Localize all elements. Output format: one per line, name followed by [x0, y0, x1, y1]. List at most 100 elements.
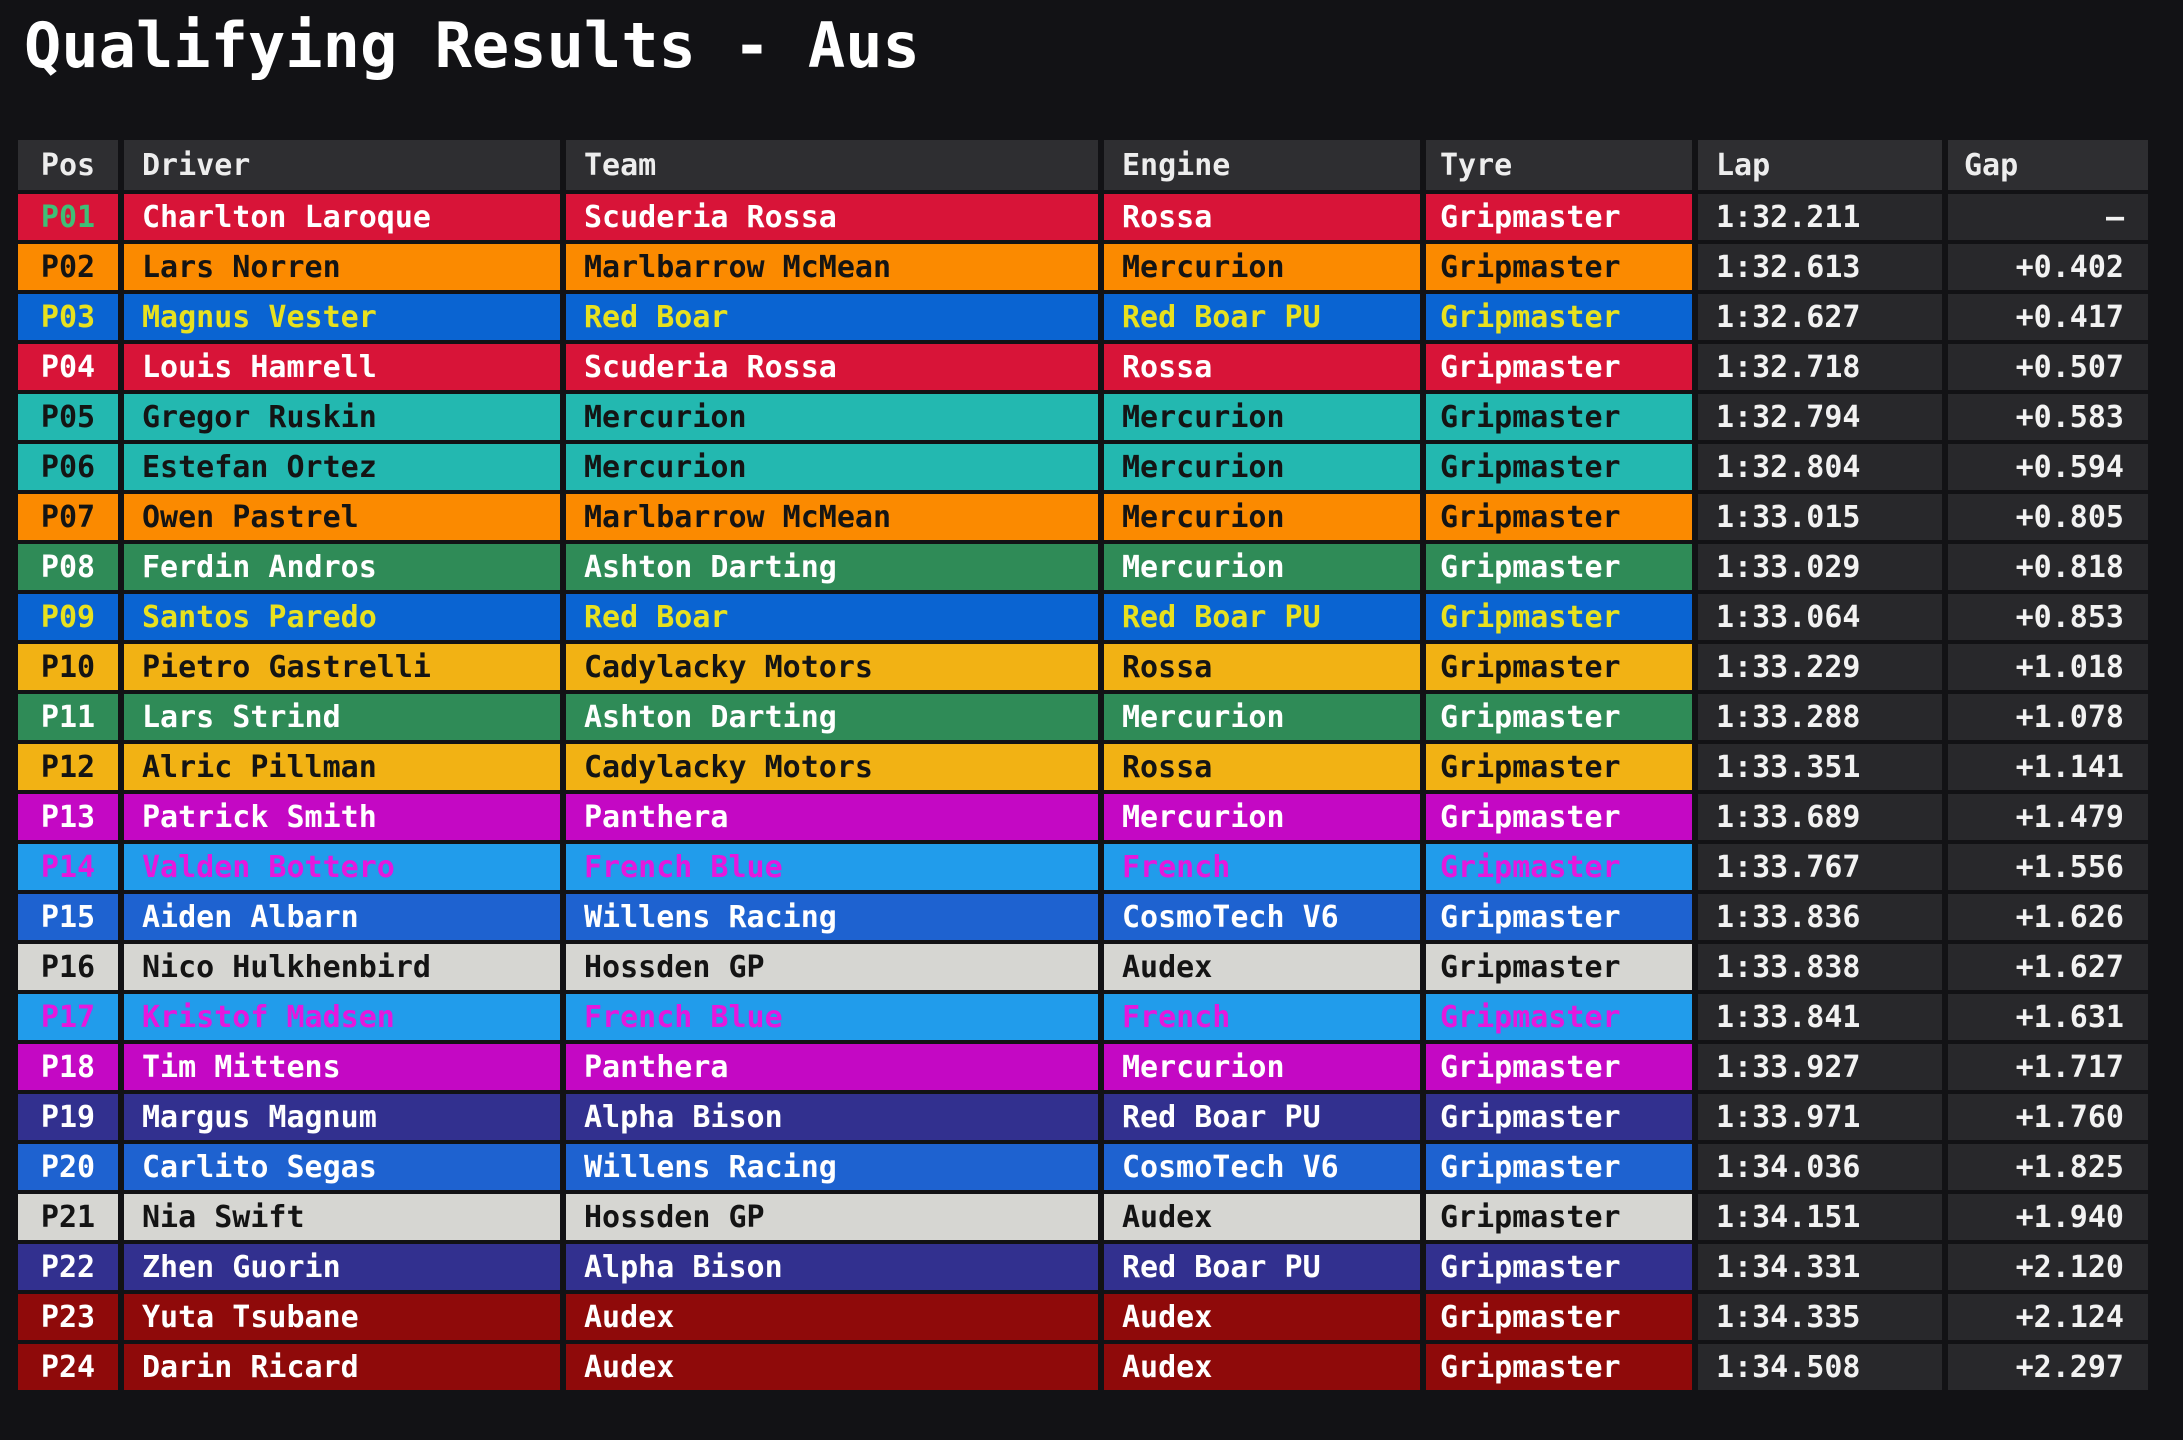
- team-cell: Marlbarrow McMean: [566, 494, 1098, 540]
- tyre-cell: Gripmaster: [1426, 744, 1692, 790]
- engine-cell: Red Boar PU: [1104, 594, 1420, 640]
- engine-cell: Audex: [1104, 1294, 1420, 1340]
- page-title: Qualifying Results - Aus: [24, 9, 920, 82]
- lap-cell: 1:33.838: [1698, 944, 1942, 990]
- engine-cell: Red Boar PU: [1104, 294, 1420, 340]
- engine-cell: Audex: [1104, 944, 1420, 990]
- tyre-cell: Gripmaster: [1426, 1094, 1692, 1140]
- engine-cell: Rossa: [1104, 194, 1420, 240]
- pos-cell: P20: [18, 1144, 118, 1190]
- table-header-row: Pos Driver Team Engine Tyre Lap Gap: [18, 140, 2148, 190]
- driver-cell: Pietro Gastrelli: [124, 644, 560, 690]
- team-cell: Mercurion: [566, 394, 1098, 440]
- pos-cell: P09: [18, 594, 118, 640]
- engine-cell: French: [1104, 844, 1420, 890]
- gap-cell: +1.627: [1948, 944, 2148, 990]
- driver-cell: Ferdin Andros: [124, 544, 560, 590]
- driver-cell: Santos Paredo: [124, 594, 560, 640]
- driver-cell: Louis Hamrell: [124, 344, 560, 390]
- pos-cell: P24: [18, 1344, 118, 1390]
- tyre-cell: Gripmaster: [1426, 994, 1692, 1040]
- team-cell: Hossden GP: [566, 944, 1098, 990]
- driver-cell: Valden Bottero: [124, 844, 560, 890]
- driver-cell: Magnus Vester: [124, 294, 560, 340]
- gap-cell: +0.818: [1948, 544, 2148, 590]
- tyre-cell: Gripmaster: [1426, 1344, 1692, 1390]
- tyre-cell: Gripmaster: [1426, 1294, 1692, 1340]
- lap-cell: 1:33.836: [1698, 894, 1942, 940]
- tyre-cell: Gripmaster: [1426, 794, 1692, 840]
- pos-cell: P19: [18, 1094, 118, 1140]
- tyre-cell: Gripmaster: [1426, 1144, 1692, 1190]
- pos-cell: P02: [18, 244, 118, 290]
- engine-cell: French: [1104, 994, 1420, 1040]
- tyre-cell: Gripmaster: [1426, 194, 1692, 240]
- lap-cell: 1:33.229: [1698, 644, 1942, 690]
- table-row: P06 Estefan Ortez Mercurion Mercurion Gripma…: [18, 444, 2148, 490]
- driver-cell: Lars Norren: [124, 244, 560, 290]
- column-header-team: Team: [566, 140, 1098, 190]
- driver-cell: Estefan Ortez: [124, 444, 560, 490]
- tyre-cell: Gripmaster: [1426, 644, 1692, 690]
- pos-cell: P03: [18, 294, 118, 340]
- engine-cell: CosmoTech V6: [1104, 894, 1420, 940]
- gap-cell: +1.760: [1948, 1094, 2148, 1140]
- team-cell: Panthera: [566, 1044, 1098, 1090]
- lap-cell: 1:32.804: [1698, 444, 1942, 490]
- lap-cell: 1:34.508: [1698, 1344, 1942, 1390]
- table-row: P02 Lars Norren Marlbarrow McMean Mercurion…: [18, 244, 2148, 290]
- gap-cell: +1.556: [1948, 844, 2148, 890]
- pos-cell: P15: [18, 894, 118, 940]
- engine-cell: Mercurion: [1104, 494, 1420, 540]
- lap-cell: 1:33.689: [1698, 794, 1942, 840]
- pos-cell: P21: [18, 1194, 118, 1240]
- pos-cell: P18: [18, 1044, 118, 1090]
- gap-cell: +0.805: [1948, 494, 2148, 540]
- lap-cell: 1:34.335: [1698, 1294, 1942, 1340]
- tyre-cell: Gripmaster: [1426, 294, 1692, 340]
- results-table: Pos Driver Team Engine Tyre Lap Gap P01 C…: [18, 140, 2148, 1390]
- tyre-cell: Gripmaster: [1426, 844, 1692, 890]
- gap-cell: +0.507: [1948, 344, 2148, 390]
- pos-cell: P17: [18, 994, 118, 1040]
- table-row: P10 Pietro Gastrelli Cadylacky Motors Rossa…: [18, 644, 2148, 690]
- lap-cell: 1:34.036: [1698, 1144, 1942, 1190]
- gap-cell: +0.402: [1948, 244, 2148, 290]
- pos-cell: P11: [18, 694, 118, 740]
- table-row: P18 Tim Mittens Panthera Mercurion Gripmaste…: [18, 1044, 2148, 1090]
- team-cell: Cadylacky Motors: [566, 744, 1098, 790]
- results-rows: P01 Charlton Laroque Scuderia Rossa Rossa Gr…: [18, 194, 2148, 1390]
- table-row: P12 Alric Pillman Cadylacky Motors Rossa Gri…: [18, 744, 2148, 790]
- lap-cell: 1:32.794: [1698, 394, 1942, 440]
- driver-cell: Darin Ricard: [124, 1344, 560, 1390]
- gap-cell: +1.479: [1948, 794, 2148, 840]
- table-row: P01 Charlton Laroque Scuderia Rossa Rossa Gr…: [18, 194, 2148, 240]
- table-row: P20 Carlito Segas Willens Racing CosmoTech …: [18, 1144, 2148, 1190]
- table-row: P19 Margus Magnum Alpha Bison Red Boar PU Gr…: [18, 1094, 2148, 1140]
- gap-cell: +2.124: [1948, 1294, 2148, 1340]
- table-row: P14 Valden Bottero French Blue French Gripma…: [18, 844, 2148, 890]
- table-row: P21 Nia Swift Hossden GP Audex Gripmaster 1:3…: [18, 1194, 2148, 1240]
- pos-cell: P07: [18, 494, 118, 540]
- driver-cell: Margus Magnum: [124, 1094, 560, 1140]
- gap-cell: —: [1948, 194, 2148, 240]
- tyre-cell: Gripmaster: [1426, 894, 1692, 940]
- tyre-cell: Gripmaster: [1426, 244, 1692, 290]
- team-cell: Ashton Darting: [566, 694, 1098, 740]
- gap-cell: +2.297: [1948, 1344, 2148, 1390]
- engine-cell: Mercurion: [1104, 244, 1420, 290]
- lap-cell: 1:33.351: [1698, 744, 1942, 790]
- tyre-cell: Gripmaster: [1426, 444, 1692, 490]
- driver-cell: Zhen Guorin: [124, 1244, 560, 1290]
- driver-cell: Gregor Ruskin: [124, 394, 560, 440]
- tyre-cell: Gripmaster: [1426, 594, 1692, 640]
- column-header-pos: Pos: [18, 140, 118, 190]
- tyre-cell: Gripmaster: [1426, 544, 1692, 590]
- engine-cell: Rossa: [1104, 344, 1420, 390]
- team-cell: Alpha Bison: [566, 1094, 1098, 1140]
- gap-cell: +1.631: [1948, 994, 2148, 1040]
- tyre-cell: Gripmaster: [1426, 1044, 1692, 1090]
- lap-cell: 1:32.613: [1698, 244, 1942, 290]
- gap-cell: +1.078: [1948, 694, 2148, 740]
- team-cell: Marlbarrow McMean: [566, 244, 1098, 290]
